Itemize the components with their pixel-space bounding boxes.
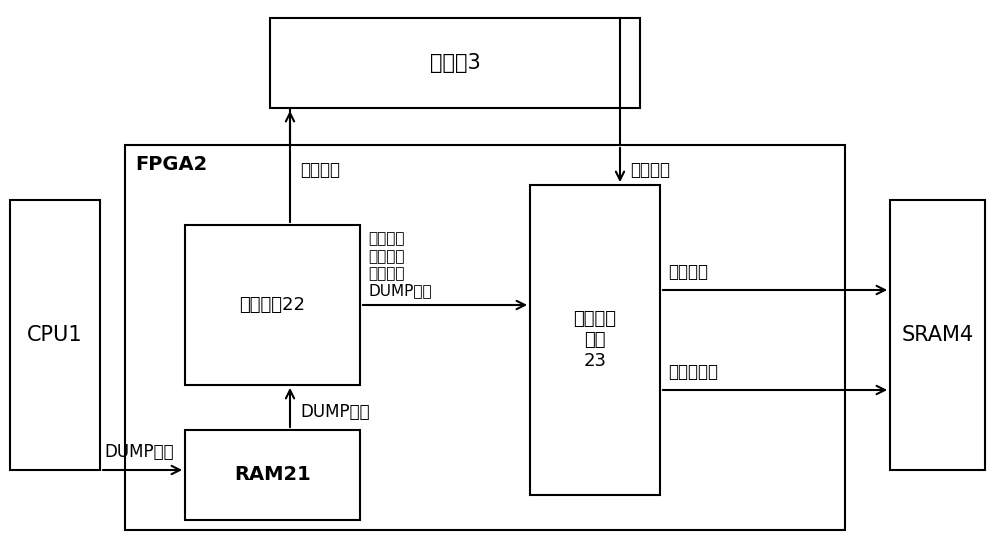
Bar (185, 225, 360, 385)
Bar (270, 18, 640, 108)
Text: RAM21: RAM21 (234, 466, 311, 485)
Text: 探测器3: 探测器3 (430, 53, 480, 73)
Text: 数据、地址: 数据、地址 (668, 363, 718, 381)
Text: DUMP标志: DUMP标志 (300, 403, 370, 421)
Text: FPGA2: FPGA2 (135, 155, 207, 174)
Text: 像素灰度: 像素灰度 (630, 161, 670, 179)
Text: CPU1: CPU1 (27, 325, 83, 345)
Text: 驱动信号: 驱动信号 (300, 161, 340, 179)
Text: 图像采集
模块
23: 图像采集 模块 23 (574, 310, 616, 370)
Text: DUMP标志: DUMP标志 (104, 443, 174, 461)
Bar (185, 430, 360, 520)
Text: 驱动模块22: 驱动模块22 (240, 296, 306, 314)
Bar (530, 185, 660, 495)
Bar (10, 200, 100, 470)
Text: 帧有效、
行有效、
像素有效
DUMP标志: 帧有效、 行有效、 像素有效 DUMP标志 (368, 231, 432, 299)
Text: 使能信号: 使能信号 (668, 263, 708, 281)
Bar (890, 200, 985, 470)
Bar (125, 145, 845, 530)
Text: SRAM4: SRAM4 (901, 325, 974, 345)
